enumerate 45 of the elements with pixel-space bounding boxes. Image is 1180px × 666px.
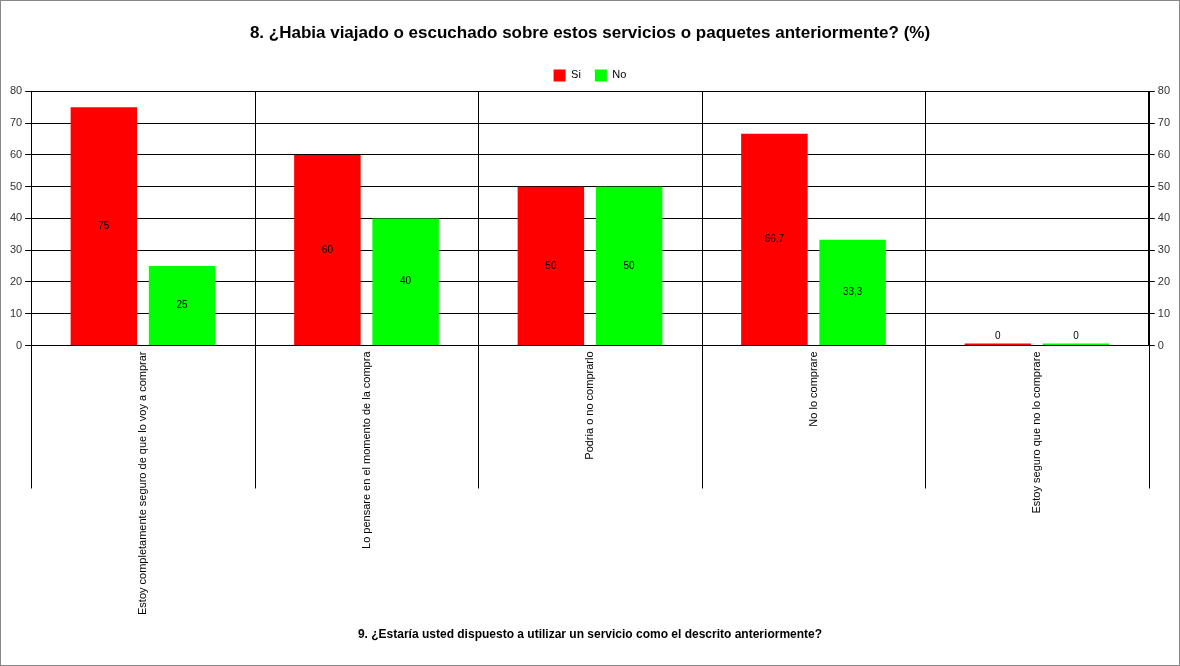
y-tick-label: 10 [9,306,23,319]
bar [595,186,663,345]
data-label: 25 [176,299,189,311]
y2-tick-label: 80 [1157,84,1171,97]
y2-tick-label: 70 [1157,116,1171,129]
legend-label: Si [571,68,581,81]
legend-label: No [612,68,627,81]
text: 9. ¿Estaría usted dispuesto a utilizar un servicio como el descrito anteriormente? [356,627,824,641]
data-label: 0 [995,330,1002,342]
bar [819,239,886,345]
y2-tick-label: 60 [1157,147,1171,160]
y-tick-label: 50 [9,179,23,192]
data-label: 50 [545,259,557,271]
bar [741,133,808,345]
y-tick-label: 60 [9,147,23,160]
y2-tick-label: 10 [1157,306,1171,319]
y2-tick-label: 50 [1157,179,1171,192]
y-tick-label: 20 [9,274,23,287]
y-tick-label: 80 [9,84,23,97]
bar [294,154,361,345]
x-tick-label: Estoy seguro que no lo comprare [1030,351,1043,514]
y-tick-label: 40 [9,211,23,224]
y-tick-label: 0 [16,338,23,351]
x-tick-label: No lo comprare [806,351,819,427]
x-tick-label: Podria o no comprarlo [583,351,596,460]
x-tick-label: Estoy completamente seguro de que lo voy a comprar [136,351,149,615]
data-label: 40 [400,275,412,287]
bar [148,266,216,345]
data-label: 75 [98,219,110,231]
y2-tick-label: 0 [1157,338,1164,351]
y2-tick-label: 30 [1157,243,1171,256]
y2-tick-label: 20 [1157,274,1171,287]
bar [372,218,439,345]
data-label: 50 [623,259,636,271]
y-tick-label: 70 [9,116,23,129]
data-label: 60 [321,243,334,255]
data-label: 66,7 [764,233,785,245]
x-tick-label: Lo pensare en el momento de la compra [359,350,372,549]
data-label: 0 [1073,330,1080,342]
bar [70,107,138,345]
bar [517,186,585,345]
chart-title: 8. ¿Habia viajado o escuchado sobre estos servicios o paquetes anteriormente? (%) [249,22,931,42]
y2-tick-label: 40 [1157,211,1171,224]
data-label: 33,3 [842,286,863,298]
y-tick-label: 30 [9,243,23,256]
